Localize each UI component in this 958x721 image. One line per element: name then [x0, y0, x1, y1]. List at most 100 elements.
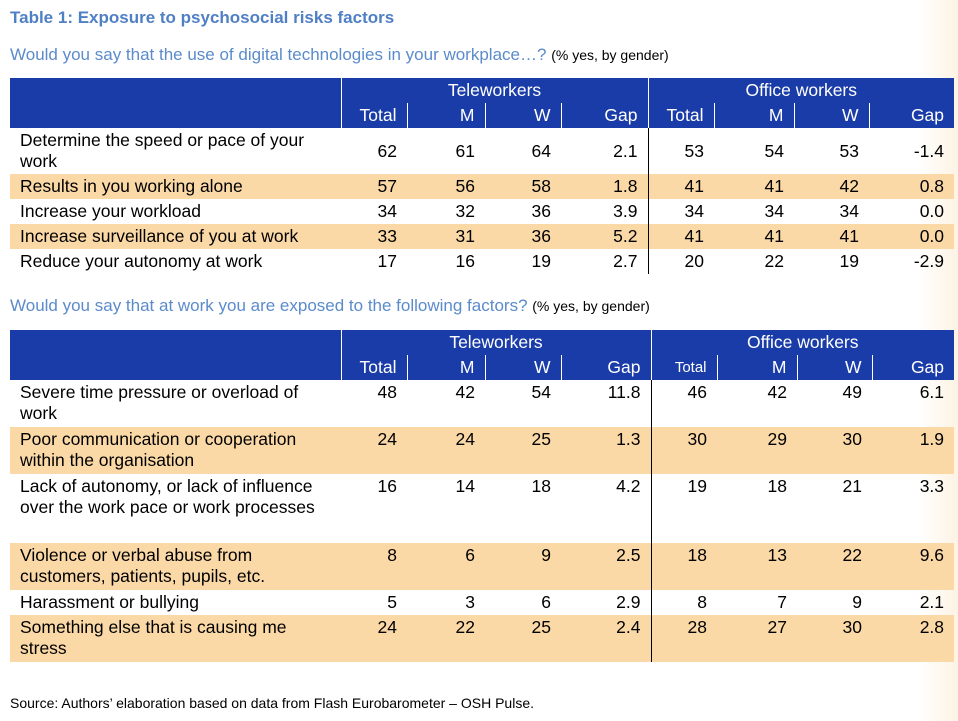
table-cell: 41 [794, 224, 869, 249]
row-label: Increase surveillance of you at work [10, 224, 341, 249]
table-row: Lack of autonomy, or lack of influence o… [10, 474, 954, 543]
table-cell: 34 [764, 201, 784, 221]
column-header: Gap [871, 355, 955, 380]
table1-question-note: (% yes, by gender) [551, 47, 669, 63]
column-header: M [713, 103, 794, 128]
table2-question-note: (% yes, by gender) [532, 298, 650, 314]
table-cell: 27 [717, 615, 797, 662]
header-blank-cell [10, 355, 341, 380]
table-cell: 30 [797, 427, 872, 474]
table-cell: -2.9 [913, 251, 945, 271]
table-cell: 24 [341, 615, 407, 662]
row-label: Something else that is causing me stress [10, 615, 341, 662]
table-cell: 64 [531, 140, 551, 161]
table-cell: 36 [485, 224, 561, 249]
table-cell: 2.7 [613, 251, 638, 271]
table-cell: 5.2 [561, 224, 648, 249]
table-row: Reduce your autonomy at work 17 16 19 2.… [10, 249, 954, 274]
table-cell: 1.8 [561, 174, 648, 199]
row-label: Harassment or bullying [20, 592, 199, 612]
column-header: W [484, 103, 561, 128]
table-row: Violence or verbal abuse from customers,… [10, 543, 955, 590]
column-header: Gap [560, 355, 651, 380]
table-cell: 34 [377, 201, 397, 221]
table-cell: 53 [839, 140, 859, 161]
table-row: Poor communication or cooperation within… [10, 427, 955, 474]
table-cell: 46 [650, 380, 717, 427]
column-header: Total [340, 355, 407, 380]
table-cell: 1.9 [872, 427, 955, 474]
table-cell: 32 [455, 201, 475, 221]
table-cell: 8 [650, 590, 717, 615]
table-cell: 41 [647, 224, 714, 249]
column-header: Gap [560, 103, 648, 128]
table-cell: 0.0 [869, 224, 955, 249]
row-label: Severe time pressure or overload of work [20, 382, 299, 423]
table-cell: 2.5 [561, 543, 651, 590]
table-cell: 29 [717, 427, 797, 474]
table-cell: 31 [407, 224, 485, 249]
table-cell: 0.0 [919, 201, 945, 221]
table-cell: 9 [485, 543, 561, 590]
group-header-row: Teleworkers Office workers [10, 330, 955, 355]
table-cell: 53 [647, 128, 714, 174]
table-cell: 13 [717, 543, 797, 590]
table-cell: 62 [377, 140, 397, 161]
table-cell: 16 [377, 476, 397, 496]
table2-question: Would you say that at work you are expos… [10, 296, 650, 316]
table-cell: 30 [797, 615, 872, 662]
row-label: Results in you working alone [10, 174, 341, 199]
table-cell: 41 [714, 224, 794, 249]
column-header-row: Total M W Gap Total M W Gap [10, 355, 955, 380]
table-cell: 18 [767, 476, 787, 496]
source-note: Source: Authors’ elaboration based on da… [10, 695, 534, 711]
column-header-row: Total M W Gap Total M W Gap [10, 103, 955, 128]
group-header-teleworkers: Teleworkers [340, 330, 651, 355]
table-cell: 9.6 [872, 543, 955, 590]
table-cell: 3.9 [613, 201, 638, 221]
header-blank-cell [10, 330, 341, 355]
table-cell: 34 [647, 199, 714, 224]
table-cell: 21 [842, 476, 862, 496]
table-cell: 20 [647, 249, 714, 274]
table-cell: 4.2 [616, 476, 641, 496]
table-cell: 2.9 [616, 592, 641, 612]
table-cell: 6 [407, 543, 485, 590]
table-cell: 42 [794, 174, 869, 199]
table-cell: 19 [531, 251, 551, 271]
table-cell: 19 [650, 474, 717, 543]
group-header-row: Teleworkers Office workers [10, 78, 955, 103]
table-cell: 14 [455, 476, 475, 496]
row-label: Lack of autonomy, or lack of influence o… [20, 476, 315, 517]
table-cell: 41 [714, 174, 794, 199]
column-header: M [716, 355, 797, 380]
table-cell: 1.3 [561, 427, 651, 474]
table-cell: 61 [455, 140, 475, 161]
table-cell: 5 [387, 592, 397, 612]
table-cell: 54 [531, 382, 551, 402]
table-cell: 48 [377, 382, 397, 402]
table-cell: 2.1 [919, 592, 945, 612]
column-header: Gap [868, 103, 955, 128]
column-header: Total [647, 103, 714, 128]
table-row: Harassment or bullying 5 3 6 2.9 8 7 9 2… [10, 590, 954, 615]
table-cell: 9 [852, 592, 862, 612]
table-cell: 6 [541, 592, 551, 612]
column-header: W [793, 103, 869, 128]
table1-question: Would you say that the use of digital te… [10, 45, 669, 65]
table-cell: 8 [341, 543, 407, 590]
table-cell: 56 [407, 174, 485, 199]
table-cell: 16 [455, 251, 475, 271]
table-cell: 22 [764, 251, 784, 271]
table-cell: 18 [650, 543, 717, 590]
table-cell: 6.1 [919, 382, 945, 402]
table-cell: 7 [777, 592, 787, 612]
digital-tech-table: Teleworkers Office workers Total M W Gap… [10, 78, 955, 274]
table-cell: 11.8 [607, 382, 641, 402]
column-header: W [484, 355, 561, 380]
table-cell: 24 [407, 427, 485, 474]
table-cell: 17 [377, 251, 397, 271]
table-cell: 2.8 [872, 615, 955, 662]
table-cell: 18 [531, 476, 551, 496]
table-row: Increase surveillance of you at work 33 … [10, 224, 955, 249]
